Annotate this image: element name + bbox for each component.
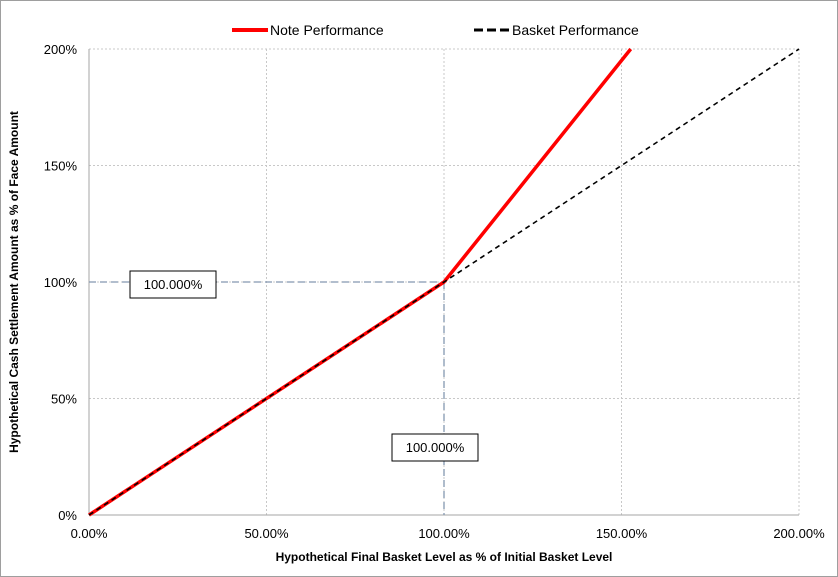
- y-tick-label-0: 0%: [58, 508, 77, 523]
- y-axis-title: Hypothetical Cash Settlement Amount as %…: [7, 111, 21, 453]
- callouts: 100.000% 100.000%: [129, 270, 479, 462]
- series-lines: [88, 47, 800, 517]
- legend-label-1: Basket Performance: [512, 22, 639, 38]
- callout-label-0: 100.000%: [144, 277, 203, 292]
- y-tick-label-4: 200%: [44, 42, 78, 57]
- y-tick-label-2: 100%: [44, 275, 78, 290]
- y-tick-label-3: 150%: [44, 159, 78, 174]
- x-tick-label-1: 50.00%: [244, 526, 289, 541]
- legend-label-0: Note Performance: [270, 22, 384, 38]
- series-line-1: [88, 48, 800, 516]
- x-tick-label-4: 200.00%: [773, 526, 825, 541]
- x-axis-title: Hypothetical Final Basket Level as % of …: [276, 550, 613, 564]
- legend: Note Performance Basket Performance: [232, 22, 639, 38]
- tick-labels: 0.00% 50.00% 100.00% 150.00% 200.00% 0% 50% 100…: [44, 42, 825, 541]
- x-tick-label-3: 150.00%: [596, 526, 648, 541]
- x-tick-label-2: 100.00%: [418, 526, 470, 541]
- y-tick-label-1: 50%: [51, 392, 77, 407]
- callout-box-0: [129, 270, 217, 299]
- callout-box-1: [391, 433, 479, 462]
- callout-label-1: 100.000%: [406, 440, 465, 455]
- x-tick-label-0: 0.00%: [71, 526, 108, 541]
